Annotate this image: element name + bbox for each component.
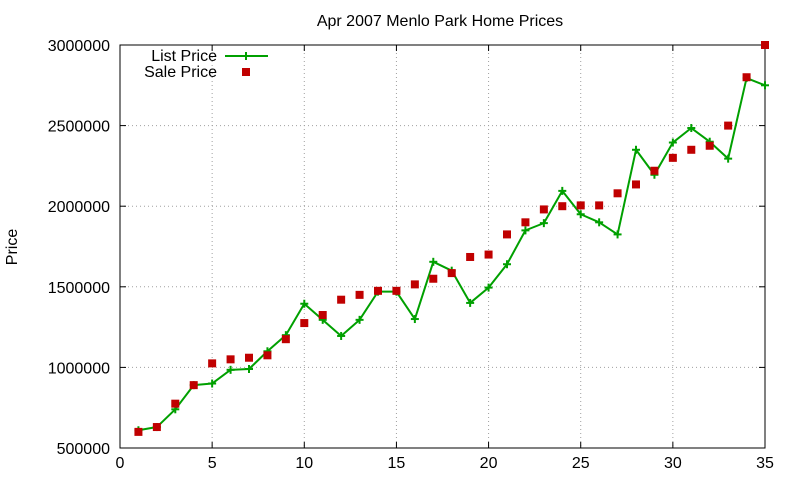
legend-marker-sale-price <box>242 68 250 76</box>
list-price-point <box>410 315 419 324</box>
sale-price-point <box>410 280 419 289</box>
sale-price-point <box>687 145 696 154</box>
list-price-point <box>208 379 217 388</box>
list-price-point <box>668 138 677 147</box>
y-tick-label: 3000000 <box>48 38 110 55</box>
x-tick-label: 5 <box>208 455 217 472</box>
sale-price-point <box>466 252 475 261</box>
x-tick-label: 25 <box>572 455 590 472</box>
sale-price-point <box>134 427 143 436</box>
legend-marker-list-price <box>242 52 250 60</box>
list-price-point <box>337 331 346 340</box>
legend-label-list-price: List Price <box>151 48 217 65</box>
chart-title: Apr 2007 Menlo Park Home Prices <box>317 13 563 30</box>
sale-price-point <box>576 201 585 210</box>
x-tick-label: 15 <box>388 455 406 472</box>
list-price-point <box>245 365 253 374</box>
sale-price-point <box>632 180 640 189</box>
sale-price-point <box>705 141 714 150</box>
series-layer <box>134 41 769 436</box>
sale-price-point <box>171 399 180 408</box>
list-price-point <box>521 226 530 235</box>
sale-price-point <box>281 335 290 344</box>
sale-price-point <box>558 202 567 211</box>
sale-price-point <box>337 295 346 304</box>
list-price-point <box>300 299 309 308</box>
sale-price-point <box>374 286 382 295</box>
x-tick-label: 10 <box>295 455 313 472</box>
sale-price-point <box>447 269 456 278</box>
x-tick-label: 20 <box>480 455 498 472</box>
list-price-point <box>226 365 235 374</box>
list-price-point <box>613 230 622 239</box>
sale-price-point <box>245 353 253 362</box>
list-price-point <box>484 283 493 292</box>
sale-price-point <box>742 73 751 82</box>
sale-price-point <box>761 41 769 49</box>
sale-price-point <box>595 201 604 210</box>
y-tick-label: 500000 <box>57 441 110 458</box>
sale-price-point <box>208 359 217 368</box>
legend: List Price Sale Price <box>144 48 268 81</box>
sale-price-point <box>318 311 327 320</box>
list-price-point <box>558 186 567 195</box>
y-tick-label: 2500000 <box>48 119 110 136</box>
sale-price-point <box>355 290 364 299</box>
x-tick-label: 35 <box>756 455 774 472</box>
sale-price-point <box>539 205 548 214</box>
legend-label-sale-price: Sale Price <box>144 64 217 81</box>
list-price-point <box>503 260 511 269</box>
list-price-point <box>687 124 696 133</box>
axis-ticks: 0 5 10 15 20 25 30 35 500000 1000000 1500000 200000… <box>48 38 774 472</box>
y-tick-label: 1000000 <box>48 360 110 377</box>
x-tick-label: 0 <box>116 455 125 472</box>
grid-lines <box>120 45 765 448</box>
list-price-line <box>138 77 766 432</box>
y-axis-label: Price <box>4 229 21 266</box>
sale-price-point <box>300 319 309 328</box>
list-price-point <box>466 298 475 307</box>
list-price-point <box>355 315 364 324</box>
sale-price-point <box>668 153 677 162</box>
sale-price-point <box>724 121 733 130</box>
list-price-point <box>724 154 733 163</box>
list-price-point <box>632 145 640 154</box>
x-tick-label: 30 <box>664 455 682 472</box>
sale-price-point <box>189 381 198 390</box>
sale-price-point <box>613 189 622 198</box>
list-price-point <box>429 257 438 266</box>
y-tick-label: 2000000 <box>48 199 110 216</box>
sale-price-point <box>152 423 161 432</box>
sale-price-point <box>503 230 511 239</box>
sale-price-point <box>263 351 272 360</box>
sale-price-point <box>650 166 659 175</box>
sale-price-point <box>392 286 401 295</box>
list-price-point <box>576 210 585 219</box>
plot-frame <box>119 44 766 449</box>
sale-price-point <box>484 250 493 259</box>
sale-price-point <box>429 274 438 283</box>
sale-price-point <box>226 355 235 364</box>
list-price-point <box>761 81 769 90</box>
list-price-point <box>595 218 604 227</box>
list-price-point <box>539 219 548 228</box>
y-tick-label: 1500000 <box>48 280 110 297</box>
sale-price-point <box>521 218 530 227</box>
